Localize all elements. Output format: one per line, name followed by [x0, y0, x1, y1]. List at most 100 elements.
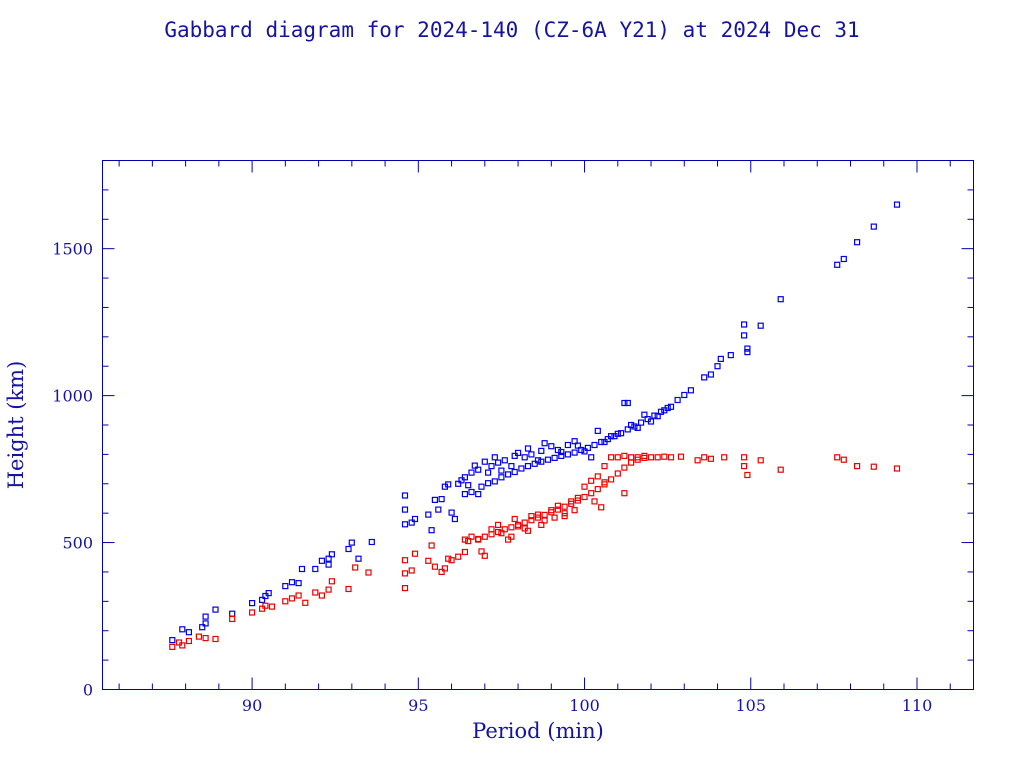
- data-point: [478, 548, 485, 555]
- data-point: [870, 463, 877, 470]
- data-point: [169, 636, 176, 644]
- data-point: [441, 565, 448, 572]
- data-point: [893, 465, 901, 472]
- data-point: [485, 469, 492, 476]
- data-point: [541, 440, 548, 447]
- data-point: [511, 515, 518, 523]
- data-point: [717, 355, 724, 362]
- data-point: [352, 564, 359, 571]
- data-point: [687, 387, 695, 394]
- data-point: [651, 412, 658, 419]
- data-point: [438, 496, 445, 503]
- data-point: [840, 255, 847, 263]
- data-point: [661, 453, 668, 460]
- data-point: [551, 454, 558, 461]
- data-point: [408, 567, 415, 574]
- data-point: [840, 456, 847, 463]
- data-point: [298, 565, 306, 573]
- y-tick-label: 500: [62, 534, 93, 553]
- x-tick-label: 90: [242, 696, 262, 715]
- data-point: [834, 261, 841, 268]
- data-point: [185, 629, 192, 636]
- data-point: [475, 466, 482, 473]
- data-point: [558, 448, 565, 456]
- data-point: [548, 443, 555, 450]
- data-point: [465, 537, 472, 545]
- plot-frame: [102, 160, 974, 690]
- apogee-series: [169, 201, 901, 644]
- data-point: [295, 579, 302, 587]
- data-point: [455, 480, 462, 487]
- data-point: [584, 444, 592, 451]
- data-point: [312, 589, 319, 596]
- data-point: [514, 523, 522, 530]
- data-point: [571, 507, 578, 514]
- data-point: [368, 538, 375, 546]
- data-point: [481, 458, 488, 465]
- data-point: [498, 474, 505, 481]
- data-point: [282, 582, 289, 590]
- data-point: [611, 433, 618, 440]
- data-point: [674, 396, 681, 404]
- data-point: [498, 467, 505, 474]
- data-point: [202, 634, 209, 642]
- data-point: [282, 598, 289, 605]
- data-point: [528, 451, 535, 458]
- data-point: [288, 579, 296, 586]
- data-point: [451, 515, 458, 523]
- data-point: [641, 454, 648, 461]
- data-point: [554, 506, 562, 513]
- data-point: [268, 603, 276, 610]
- x-tick-label: 100: [569, 696, 600, 715]
- data-point: [408, 519, 415, 526]
- data-point: [777, 296, 784, 303]
- data-point: [594, 427, 601, 434]
- data-point: [554, 502, 562, 509]
- data-point: [302, 599, 309, 606]
- data-point: [401, 557, 409, 564]
- data-point: [581, 448, 588, 455]
- data-point: [481, 533, 488, 540]
- data-point: [574, 442, 582, 449]
- data-point: [511, 468, 518, 476]
- chart-title: Gabbard diagram for 2024-140 (CZ-6A Y21)…: [164, 18, 859, 42]
- data-point: [594, 473, 601, 480]
- data-point: [411, 550, 419, 557]
- data-point: [701, 374, 708, 381]
- data-point: [448, 509, 455, 516]
- data-point: [495, 521, 502, 529]
- data-point: [581, 493, 588, 501]
- data-point: [428, 527, 435, 534]
- data-point: [528, 512, 535, 520]
- data-point: [325, 555, 332, 562]
- data-point: [677, 453, 685, 460]
- data-point: [607, 476, 615, 483]
- data-point: [461, 491, 468, 498]
- data-point: [478, 483, 485, 490]
- data-point: [355, 555, 362, 562]
- data-point: [667, 403, 675, 410]
- data-point: [627, 454, 635, 461]
- data-point: [401, 584, 409, 592]
- data-point: [202, 613, 209, 620]
- axis-tick-labels: 90 95 100 105 110 0 500 1000 1500: [52, 240, 932, 715]
- x-tick-label: 95: [408, 696, 428, 715]
- data-point: [461, 474, 468, 481]
- data-point: [744, 349, 751, 356]
- data-point: [521, 454, 528, 461]
- data-point: [262, 602, 269, 609]
- data-point: [179, 626, 186, 633]
- data-point: [528, 517, 535, 524]
- data-point: [465, 482, 472, 489]
- data-point: [461, 536, 468, 543]
- data-point: [491, 478, 498, 485]
- data-point: [435, 506, 442, 513]
- data-point: [475, 535, 482, 543]
- data-point: [508, 524, 515, 531]
- data-point: [249, 599, 256, 607]
- data-point: [571, 438, 578, 445]
- data-point: [212, 606, 219, 613]
- data-point: [534, 457, 542, 464]
- data-point: [485, 480, 492, 487]
